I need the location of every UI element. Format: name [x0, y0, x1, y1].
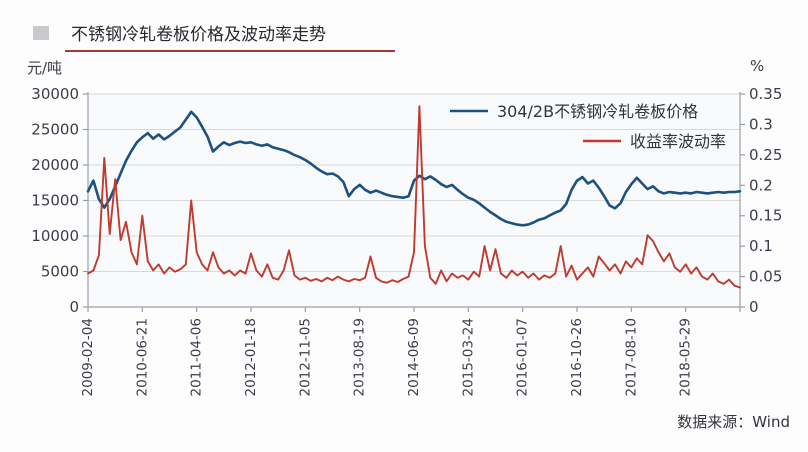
chart-title: 不锈钢冷轧卷板价格及波动率走势	[71, 25, 326, 45]
y-axis-left-tick-label: 25000	[31, 121, 79, 139]
x-axis-tick-label: 2016-01-07	[515, 318, 531, 396]
y-axis-left-tick-label: 20000	[31, 156, 79, 174]
x-axis-tick-label: 2010-06-21	[134, 318, 150, 396]
left-axis-unit-label: 元/吨	[27, 59, 63, 77]
x-axis-tick-label: 2009-02-04	[80, 318, 96, 396]
y-axis-right-tick-label: 0	[749, 298, 759, 316]
x-axis-tick-label: 2016-10-26	[569, 318, 585, 396]
y-axis-right-tick-label: 0.2	[749, 176, 773, 194]
y-axis-right-tick-label: 0.25	[749, 146, 782, 164]
x-axis-tick-label: 2012-11-05	[297, 318, 313, 396]
legend-label: 304/2B不锈钢冷轧卷板价格	[497, 102, 698, 121]
x-axis-tick-label: 2012-01-18	[243, 318, 259, 396]
x-axis-tick-label: 2017-08-10	[623, 318, 639, 396]
y-axis-right-tick-label: 0.15	[749, 207, 782, 225]
x-axis-tick-label: 2018-05-29	[678, 318, 694, 396]
y-axis-right-tick-label: 0.05	[749, 268, 782, 286]
y-axis-left-tick-label: 0	[69, 298, 79, 316]
x-axis-tick-label: 2015-03-24	[460, 318, 476, 396]
x-axis-tick-label: 2011-04-06	[189, 318, 205, 396]
x-axis-tick-label: 2013-08-19	[352, 318, 368, 396]
legend-label: 收益率波动率	[630, 132, 726, 151]
y-axis-left-tick-label: 15000	[31, 192, 79, 210]
y-axis-left-tick-label: 10000	[31, 227, 79, 245]
volatility-line	[87, 105, 741, 289]
y-axis-right-tick-label: 0.3	[749, 115, 773, 133]
data-source-note: 数据来源：Wind	[677, 413, 790, 431]
title-bullet-icon	[33, 26, 49, 40]
y-axis-left-tick-label: 30000	[31, 85, 79, 103]
y-axis-right-tick-label: 0.1	[749, 237, 773, 255]
right-axis-unit-label: %	[750, 57, 765, 75]
price-line	[86, 110, 742, 227]
y-axis-right-tick-label: 0.35	[749, 85, 782, 103]
x-axis-tick-label: 2014-06-09	[406, 318, 422, 396]
title-underline	[65, 50, 395, 52]
y-axis-left-tick-label: 5000	[41, 263, 79, 281]
